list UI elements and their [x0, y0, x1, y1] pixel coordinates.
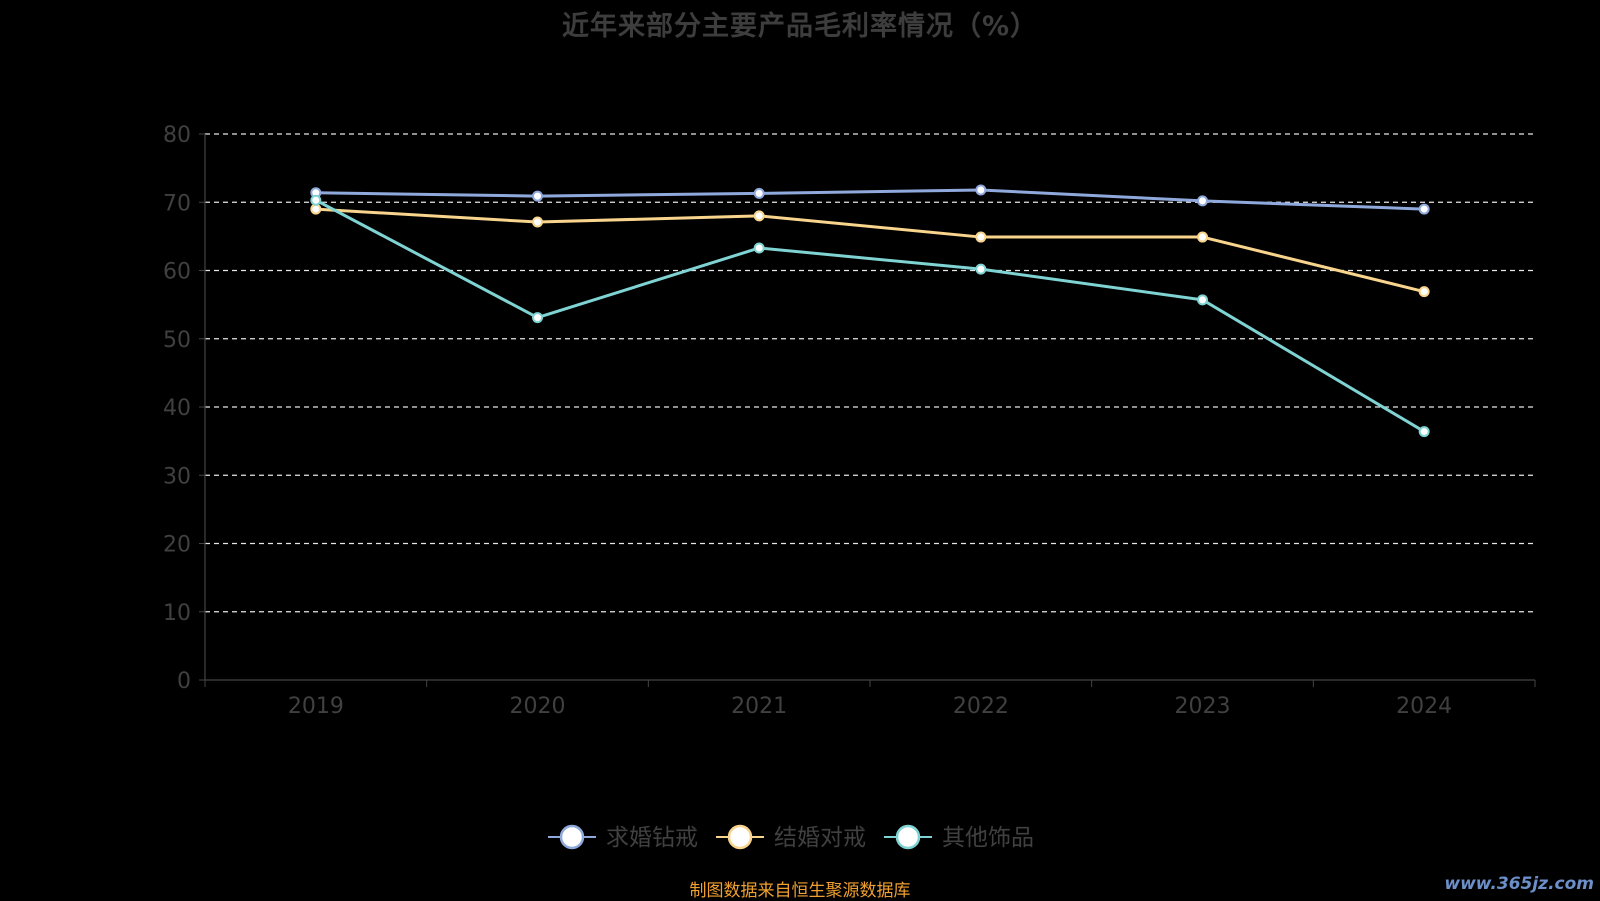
- data-point-1-4: [1197, 231, 1208, 243]
- data-point-2-5: [1418, 426, 1430, 438]
- x-tick-label-2020: 2020: [510, 694, 566, 719]
- data-point-0-1: [532, 190, 543, 202]
- y-tick-label-70: 70: [163, 191, 191, 216]
- grid-lines: [205, 133, 1535, 613]
- legend-marker-0: [559, 824, 585, 850]
- y-tick-label-40: 40: [163, 396, 191, 421]
- x-tick-label-2019: 2019: [288, 694, 344, 719]
- data-point-2-0: [310, 194, 322, 206]
- data-point-0-2: [753, 187, 765, 199]
- series-line-2: [315, 198, 1425, 433]
- data-point-2-3: [975, 263, 987, 275]
- legend-label-0: 求婚钻戒: [606, 825, 698, 851]
- data-point-1-1: [532, 216, 543, 228]
- y-tick-label-50: 50: [163, 328, 191, 353]
- x-tick-label-2022: 2022: [953, 694, 1009, 719]
- data-point-2-1: [532, 312, 543, 324]
- x-tick-label-2024: 2024: [1396, 694, 1452, 719]
- x-tick-label-2021: 2021: [731, 694, 787, 719]
- legend-item-1: 结婚对戒: [716, 824, 866, 851]
- y-tick-label-0: 0: [177, 669, 191, 694]
- data-point-1-3: [975, 231, 987, 243]
- legend-marker-2: [895, 824, 921, 850]
- legend-item-2: 其他饰品: [884, 824, 1034, 851]
- data-point-0-5: [1418, 203, 1430, 215]
- series-line-0: [315, 188, 1425, 211]
- data-point-2-2: [753, 242, 765, 254]
- y-tick-label-10: 10: [163, 601, 191, 626]
- legend-label-2: 其他饰品: [942, 825, 1034, 851]
- data-point-0-3: [975, 184, 987, 196]
- data-point-1-5: [1418, 286, 1430, 298]
- data-point-1-2: [753, 210, 765, 222]
- legend-marker-1: [727, 824, 753, 850]
- source-note: 制图数据来自恒生聚源数据库: [689, 881, 911, 901]
- y-tick-label-60: 60: [163, 260, 191, 285]
- legend-label-1: 结婚对戒: [774, 825, 866, 851]
- x-tick-label-2023: 2023: [1175, 694, 1231, 719]
- y-tick-label-30: 30: [163, 464, 191, 489]
- data-point-1-0: [310, 203, 322, 215]
- axes: 0 10 20 30 40 50 60 70 80 2019 2020 2021 2022 2023 202…: [163, 123, 1536, 719]
- watermark: www.365jz.com: [1444, 874, 1594, 894]
- data-point-0-4: [1197, 195, 1208, 207]
- legend: 求婚钻戒 结婚对戒 其他饰品: [548, 824, 1034, 851]
- data-point-2-4: [1197, 294, 1208, 306]
- y-tick-label-80: 80: [163, 123, 191, 148]
- legend-item-0: 求婚钻戒: [548, 824, 698, 851]
- series-line-1: [315, 207, 1425, 294]
- series-lines: [310, 184, 1430, 438]
- y-tick-label-20: 20: [163, 533, 191, 558]
- chart-title: 近年来部分主要产品毛利率情况（%）: [561, 11, 1039, 42]
